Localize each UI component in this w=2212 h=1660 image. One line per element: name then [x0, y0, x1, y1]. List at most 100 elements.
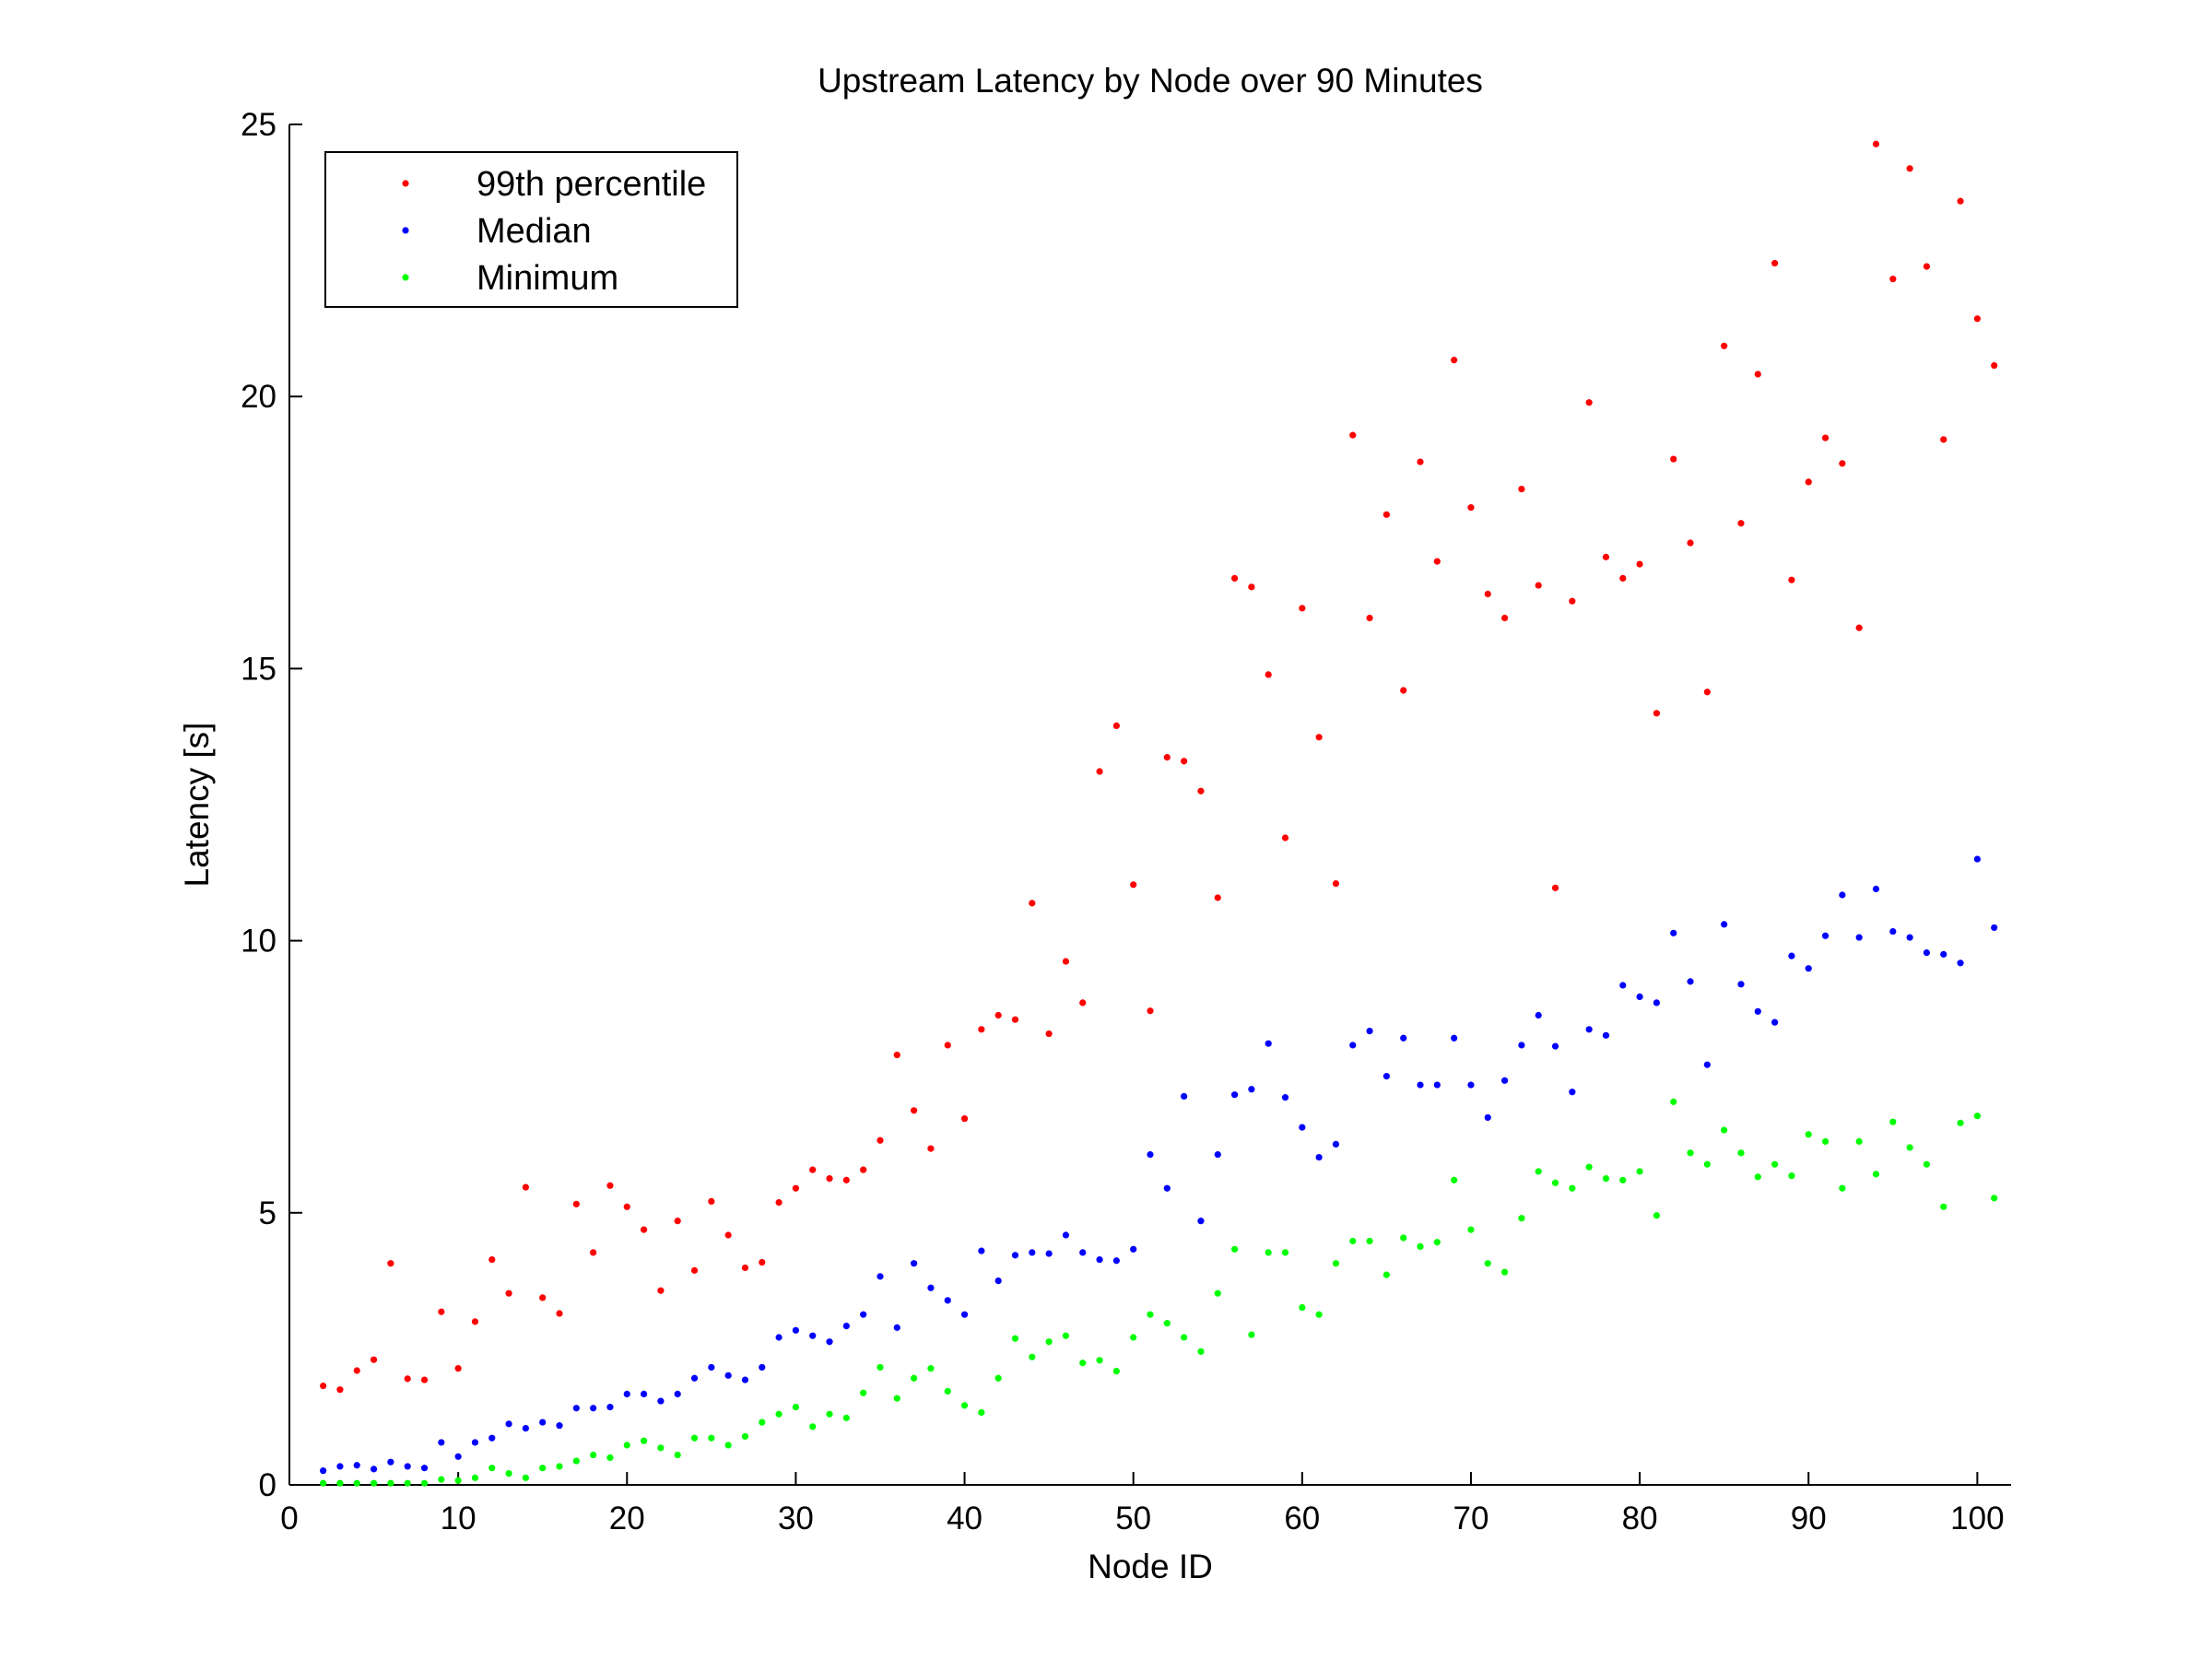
data-point	[724, 1231, 732, 1239]
data-point	[488, 1255, 496, 1264]
data-point	[1484, 1260, 1491, 1267]
data-point	[1602, 1031, 1610, 1039]
data-point	[505, 1470, 512, 1478]
data-point	[1096, 768, 1103, 775]
data-point	[657, 1444, 665, 1452]
data-point	[1045, 1250, 1053, 1257]
data-point	[960, 1115, 969, 1123]
x-tick-label: 20	[609, 1501, 645, 1536]
data-point	[353, 1462, 360, 1469]
data-point	[1130, 1245, 1137, 1253]
data-point	[1163, 1184, 1171, 1192]
data-point	[623, 1442, 630, 1449]
data-point	[1737, 520, 1745, 527]
data-point	[1230, 574, 1239, 582]
x-ticks: 0 10 20 30 40 50 60 70 80 90 100	[280, 1472, 2005, 1536]
data-point	[1181, 758, 1188, 765]
data-point	[657, 1397, 665, 1405]
data-point	[539, 1294, 547, 1301]
data-point	[1855, 934, 1863, 941]
data-point	[606, 1182, 614, 1189]
data-point	[471, 1318, 479, 1325]
data-point	[775, 1198, 782, 1207]
data-point	[1281, 834, 1289, 842]
data-point	[640, 1226, 648, 1233]
data-point	[1957, 960, 1964, 967]
x-tick-label: 80	[1622, 1501, 1658, 1536]
data-point	[1079, 1249, 1087, 1256]
data-point	[1585, 399, 1593, 406]
data-point	[1889, 927, 1897, 936]
data-point	[1839, 460, 1846, 467]
data-point	[893, 1324, 900, 1331]
data-point	[1181, 1092, 1188, 1101]
data-point	[320, 1382, 327, 1390]
data-point	[1029, 1249, 1036, 1256]
data-point	[1147, 1311, 1154, 1318]
data-point	[1079, 1360, 1087, 1367]
data-point	[387, 1458, 394, 1466]
data-point	[1248, 1086, 1255, 1093]
data-point	[1518, 485, 1525, 493]
data-point	[978, 1408, 985, 1417]
data-point	[1855, 1137, 1863, 1146]
data-point	[690, 1434, 699, 1442]
data-point	[759, 1419, 766, 1426]
data-point	[1788, 1172, 1795, 1180]
data-point	[1670, 929, 1677, 936]
data-point	[1011, 1252, 1019, 1259]
data-point	[1112, 1368, 1120, 1375]
data-point	[1569, 597, 1576, 605]
legend-label: 99th percentile	[477, 165, 706, 204]
data-point	[1788, 952, 1795, 960]
data-point	[1265, 1249, 1272, 1256]
data-point	[792, 1403, 800, 1411]
data-point	[1366, 614, 1373, 622]
x-tick-label: 10	[441, 1501, 477, 1536]
data-point	[1417, 1081, 1424, 1089]
data-point	[1181, 1334, 1188, 1341]
data-point	[877, 1363, 884, 1372]
data-point	[1265, 1040, 1272, 1047]
data-point	[556, 1422, 563, 1430]
y-ticks: 0 5 10 15 20 25	[241, 107, 302, 1503]
data-point	[1451, 1176, 1458, 1183]
legend-label: Median	[477, 212, 592, 251]
data-point	[775, 1410, 782, 1418]
legend-label: Minimum	[477, 259, 618, 298]
x-tick-label: 60	[1284, 1501, 1320, 1536]
data-point	[1112, 722, 1120, 729]
data-point	[1484, 590, 1491, 598]
data-point	[1973, 315, 1981, 323]
data-point	[1805, 1131, 1812, 1138]
data-point	[1433, 1239, 1441, 1246]
data-point	[944, 1042, 951, 1049]
data-point	[1112, 1257, 1120, 1265]
data-point	[404, 1375, 411, 1383]
data-point	[1721, 1126, 1728, 1134]
data-point	[1551, 1042, 1559, 1050]
data-point	[826, 1175, 833, 1183]
data-point	[1687, 978, 1694, 985]
series-minimum	[320, 1098, 1998, 1487]
data-point	[1855, 624, 1863, 631]
data-point	[893, 1051, 900, 1059]
data-point	[1889, 1118, 1897, 1125]
data-point	[1619, 982, 1627, 989]
data-point	[556, 1310, 563, 1317]
data-point	[1332, 880, 1340, 888]
data-point	[522, 1183, 529, 1191]
data-point	[1636, 560, 1643, 568]
data-point	[1163, 754, 1171, 761]
data-point	[994, 1277, 1002, 1285]
data-point	[1029, 900, 1036, 907]
data-point	[1366, 1028, 1373, 1035]
data-point	[911, 1260, 918, 1267]
data-point	[708, 1434, 715, 1442]
data-point	[1906, 934, 1913, 941]
data-point	[1754, 371, 1761, 378]
data-point	[1619, 574, 1627, 582]
data-point	[1332, 1260, 1340, 1267]
data-point	[1349, 1237, 1357, 1245]
data-point	[674, 1390, 681, 1398]
